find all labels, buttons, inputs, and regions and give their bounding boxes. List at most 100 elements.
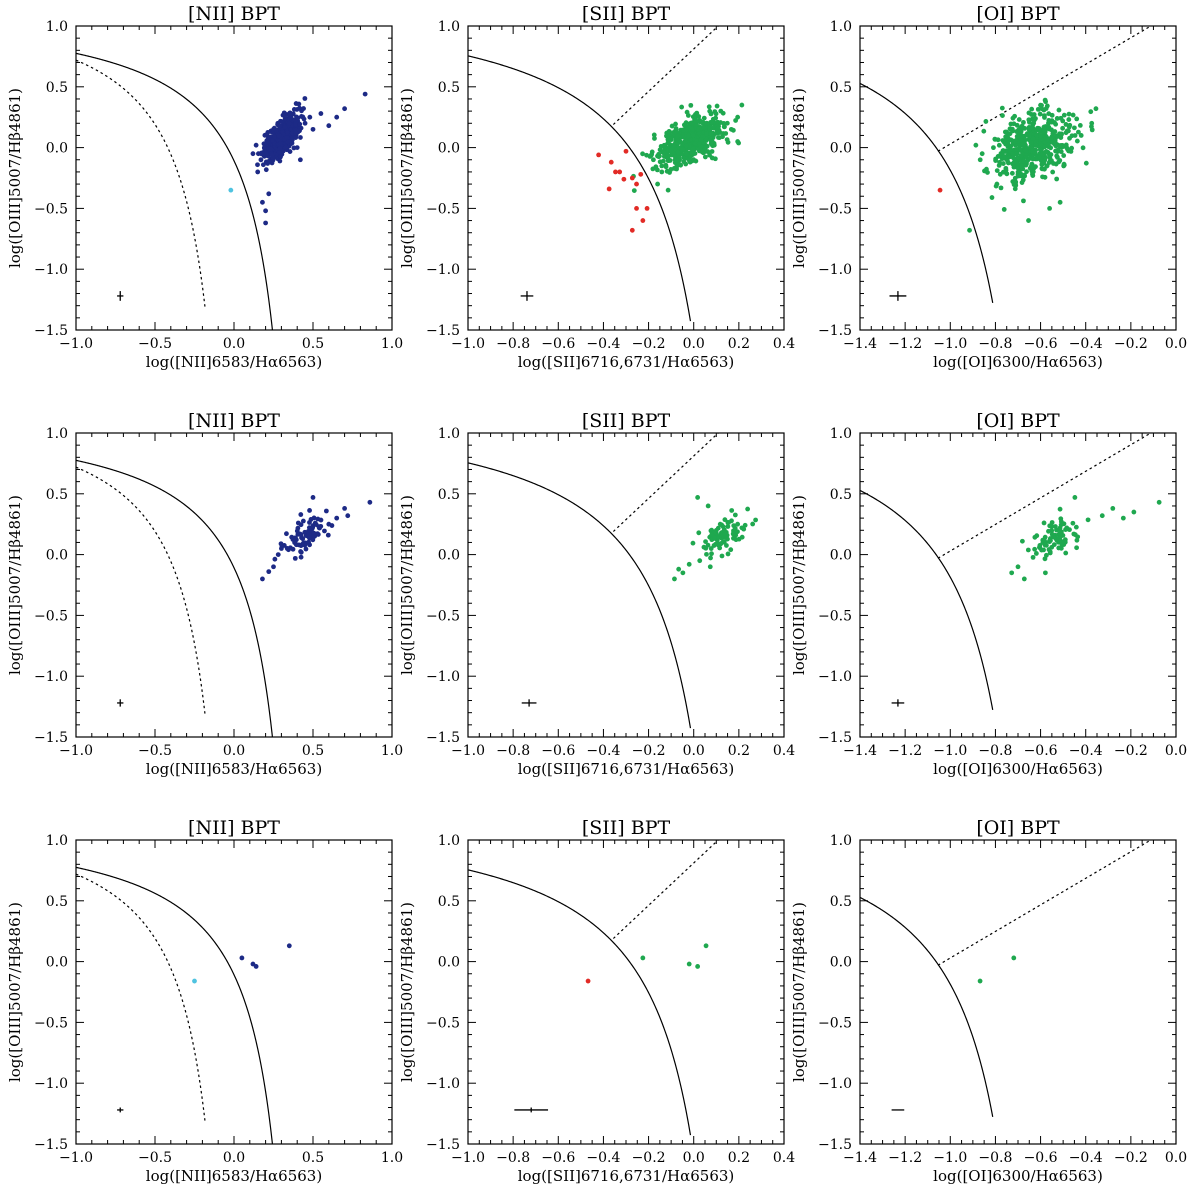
scatter-point <box>1029 106 1035 112</box>
kewley-curve <box>468 55 692 322</box>
scatter-point <box>280 112 286 118</box>
scatter-point-green <box>1009 570 1015 576</box>
x-tick-label: 1.0 <box>381 1150 403 1166</box>
x-tick-label: −0.6 <box>1024 743 1058 759</box>
panel-title: [OI] BPT <box>976 410 1060 432</box>
scatter-point <box>713 111 719 117</box>
scatter-point-green <box>1072 495 1078 500</box>
scatter-point-green <box>697 558 703 564</box>
scatter-point-green <box>659 169 665 175</box>
x-tick-label: 0.0 <box>1165 1150 1187 1166</box>
scatter-point <box>701 140 707 146</box>
scatter-point <box>690 540 696 546</box>
scatter-point <box>745 506 751 512</box>
scatter-point <box>689 150 695 156</box>
x-tick-label: −0.2 <box>1114 743 1148 759</box>
y-axis-label: log([OIII]5007/Hβ4861) <box>6 902 24 1082</box>
scatter-point <box>699 149 705 155</box>
scatter-point <box>306 539 311 545</box>
scatter-point <box>675 149 681 155</box>
scatter-point <box>1063 122 1069 127</box>
scatter-point <box>717 545 723 551</box>
scatter-point <box>707 126 713 132</box>
y-axis-label: log([OIII]5007/Hβ4861) <box>398 902 416 1082</box>
x-tick-label: 0.0 <box>683 743 705 759</box>
scatter-point <box>693 158 699 164</box>
x-tick-label: 0.4 <box>773 336 795 352</box>
scatter-point-blue <box>260 576 265 582</box>
data-layer <box>76 52 368 330</box>
scatter-point-green <box>1026 218 1031 223</box>
scatter-point-green <box>650 157 656 163</box>
scatter-point <box>1040 174 1045 180</box>
scatter-point <box>709 119 715 125</box>
x-tick-label: 0.2 <box>728 1150 750 1166</box>
scatter-point-green <box>695 495 701 500</box>
y-tick-label: −0.5 <box>34 201 68 217</box>
seyfert-liner-line <box>612 840 720 939</box>
scatter-point <box>1052 524 1058 529</box>
scatter-point <box>322 528 327 534</box>
scatter-point <box>287 111 293 117</box>
scatter-point <box>1030 136 1036 141</box>
scatter-point <box>1046 547 1052 552</box>
scatter-point <box>1056 545 1062 551</box>
scatter-point <box>692 141 698 146</box>
x-tick-label: −1.4 <box>843 1150 877 1166</box>
y-tick-label: 0.5 <box>438 80 460 96</box>
x-tick-label: −0.8 <box>496 743 530 759</box>
scatter-point <box>277 146 283 151</box>
scatter-point <box>713 115 719 121</box>
scatter-point <box>721 124 727 130</box>
scatter-point <box>1035 125 1041 131</box>
scatter-point-green <box>739 102 745 108</box>
scatter-point-green <box>1110 505 1116 511</box>
scatter-point-green <box>1131 509 1137 515</box>
y-tick-label: −0.5 <box>426 608 460 624</box>
panel-title: [SII] BPT <box>582 817 671 839</box>
scatter-point <box>696 126 701 132</box>
kauffmann-curve <box>76 59 206 307</box>
scatter-point-blue <box>367 499 373 505</box>
scatter-point <box>996 142 1002 148</box>
scatter-point <box>297 531 303 537</box>
scatter-point-red <box>634 181 639 187</box>
scatter-point <box>1050 161 1056 166</box>
x-tick-label: −1.0 <box>59 743 93 759</box>
y-tick-label: −1.0 <box>426 262 460 278</box>
scatter-point-green <box>1093 106 1099 112</box>
scatter-point <box>1038 102 1043 108</box>
scatter-point-blue <box>326 123 332 129</box>
scatter-point <box>295 115 301 121</box>
scatter-point-blue <box>279 546 284 551</box>
scatter-point-blue <box>260 199 265 205</box>
scatter-point <box>1032 149 1038 155</box>
scatter-point <box>310 523 316 529</box>
data-layer <box>468 26 745 322</box>
scatter-point-blue <box>310 495 316 500</box>
scatter-point <box>1056 107 1062 113</box>
scatter-point <box>1011 159 1017 165</box>
scatter-point <box>1010 151 1016 157</box>
y-tick-label: −1.5 <box>426 1137 460 1153</box>
scatter-point <box>649 152 655 157</box>
scatter-point <box>709 155 715 161</box>
scatter-point-green <box>703 943 709 949</box>
scatter-point-red <box>613 169 618 175</box>
scatter-point <box>291 535 297 541</box>
scatter-point <box>1000 148 1006 154</box>
x-tick-label: 0.0 <box>683 1150 705 1166</box>
scatter-point <box>1049 528 1055 534</box>
panel-r3-oi: [OI] BPT −1.4 −1.2 −1.0 −0.8 −0.6 −0.4 −0.2 0.0 1… <box>790 817 1187 1185</box>
x-tick-label: −1.0 <box>933 336 967 352</box>
scatter-point <box>1021 198 1026 204</box>
scatter-point-red <box>629 227 635 233</box>
x-tick-label: −1.2 <box>888 743 922 759</box>
scatter-point <box>1018 153 1024 159</box>
scatter-point <box>1016 173 1021 179</box>
x-tick-label: 0.2 <box>728 336 750 352</box>
scatter-point <box>1042 129 1048 135</box>
scatter-point <box>732 512 738 518</box>
scatter-point <box>296 101 302 107</box>
x-tick-label: 0.0 <box>223 743 245 759</box>
